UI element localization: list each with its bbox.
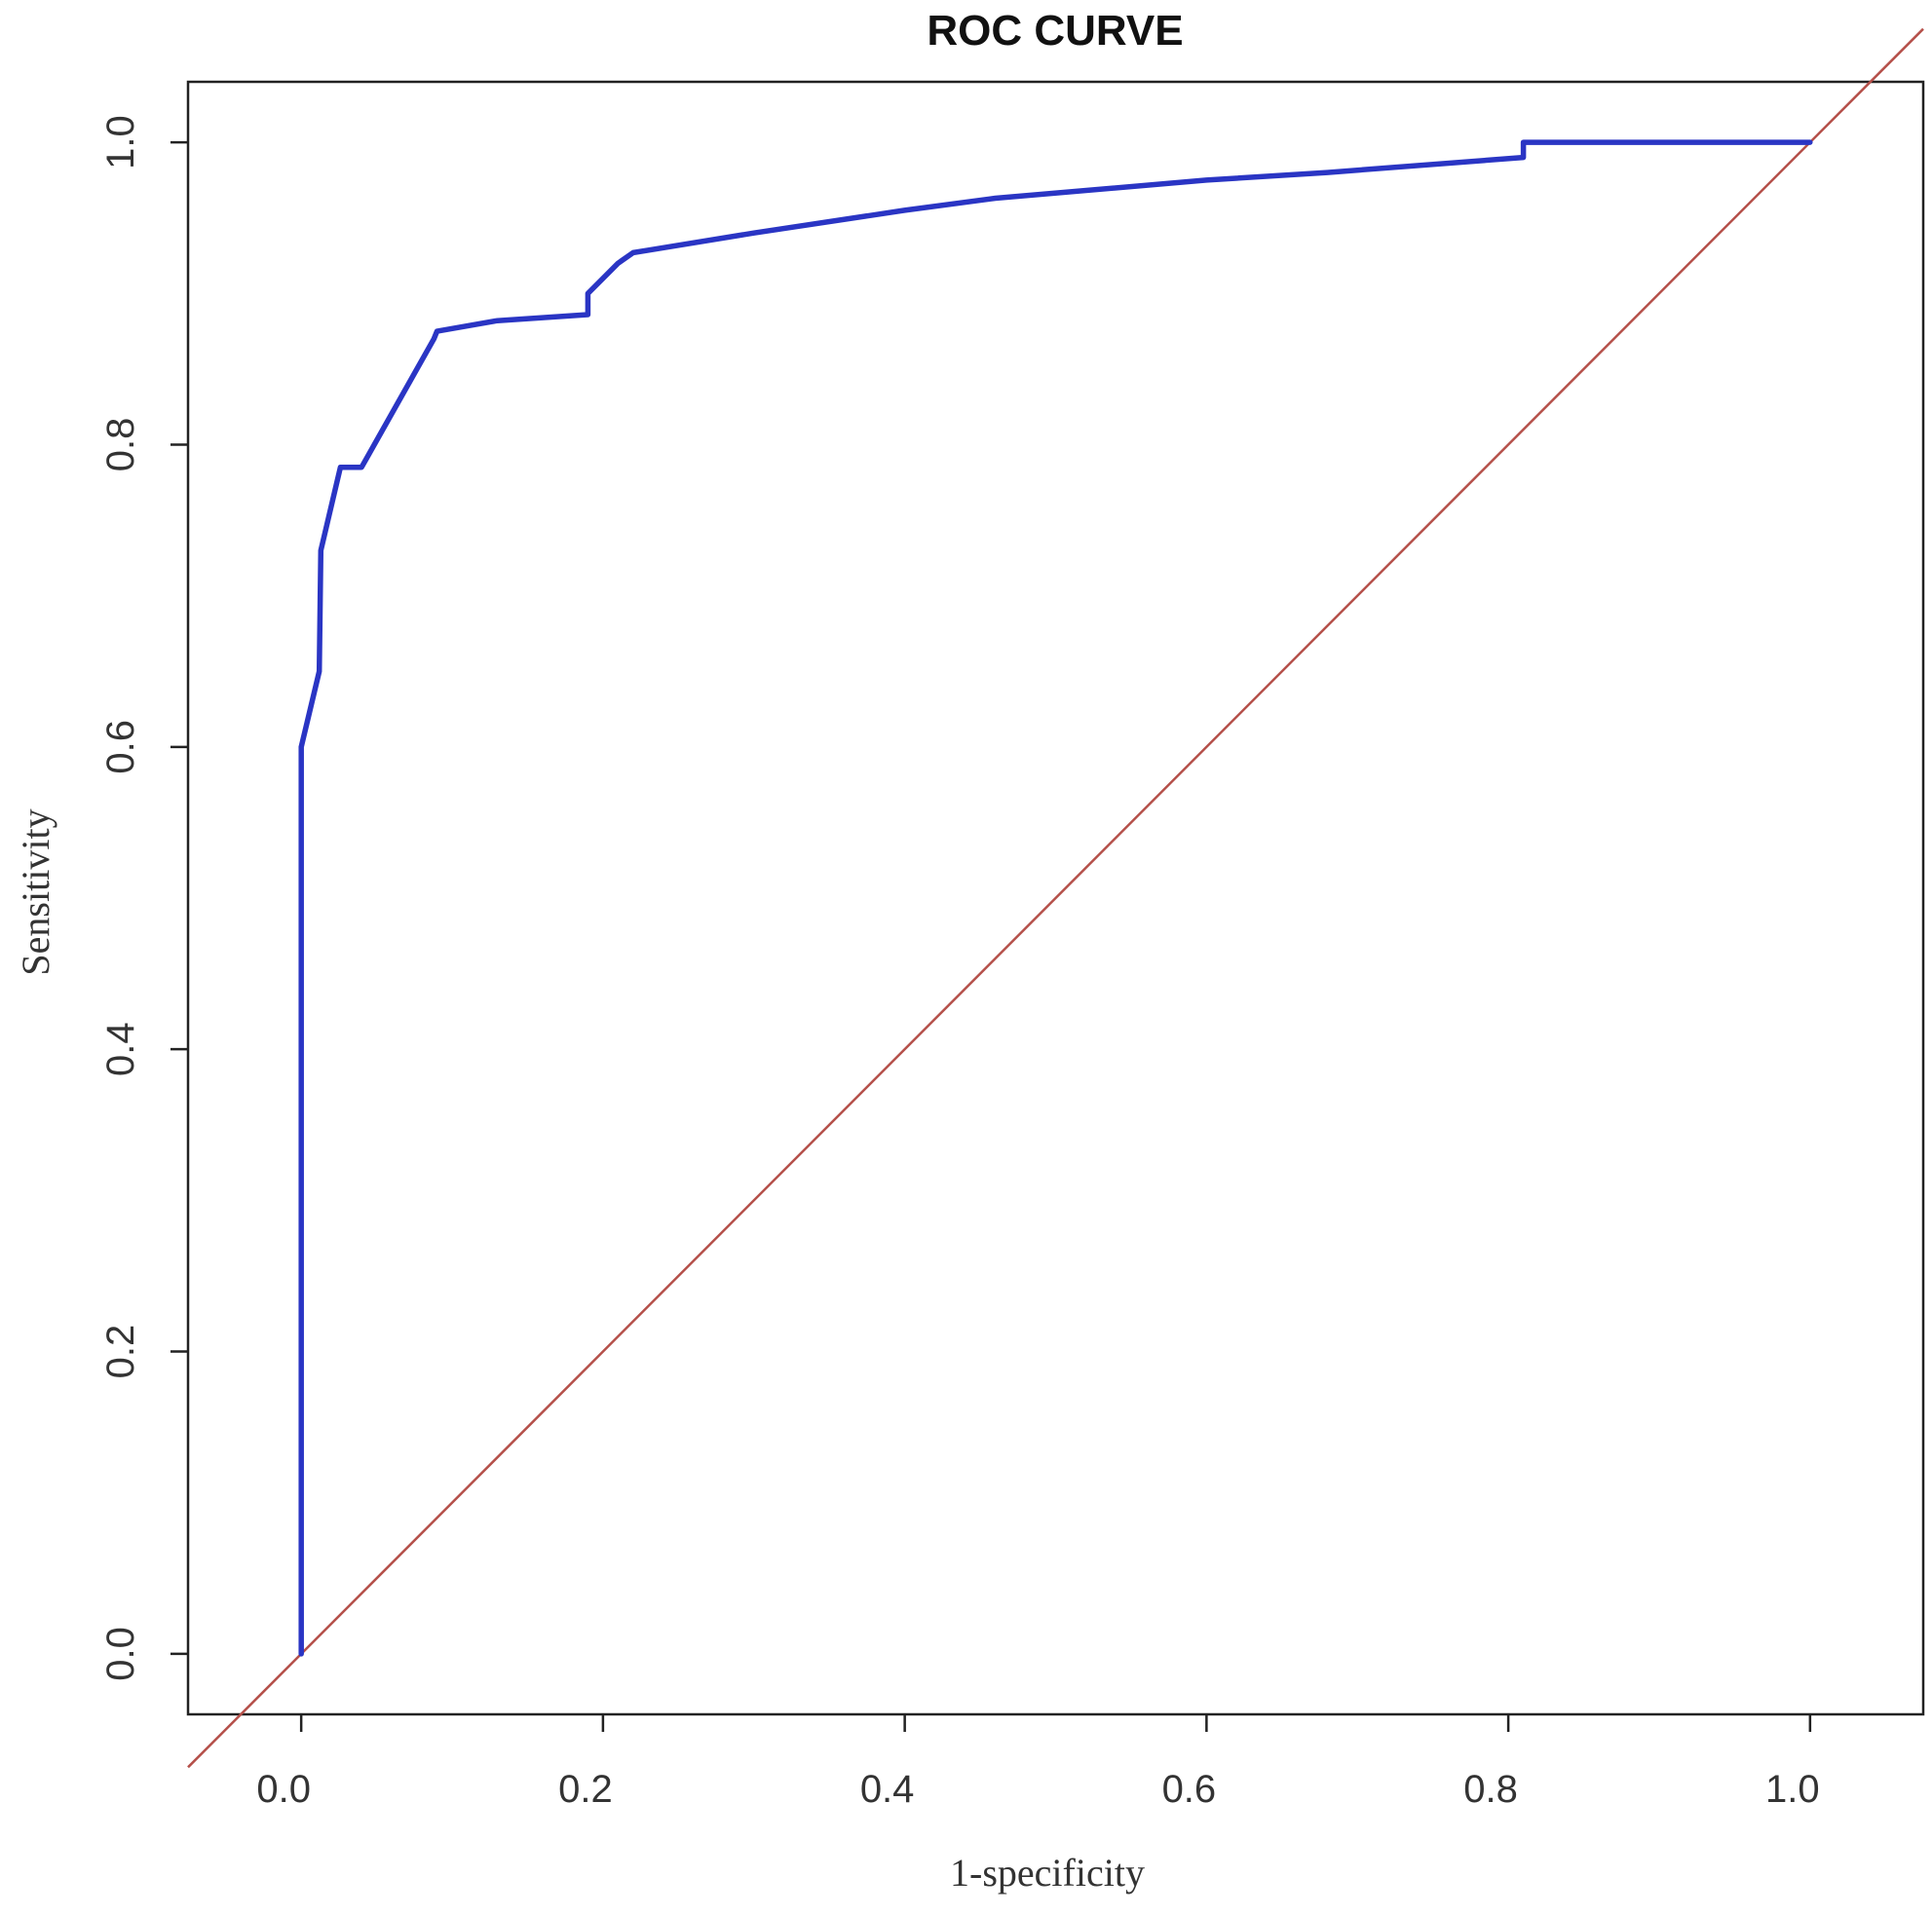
x-axis-label: 1-specificity [950,1851,1145,1895]
y-axis: 0.0 0.2 0.4 0.6 0.8 1.0 [99,115,188,1681]
y-tick-label: 0.4 [99,1022,142,1076]
reference-line [187,27,1924,1769]
x-tick-label: 0.4 [860,1768,915,1811]
y-tick-label: 0.8 [99,418,142,472]
y-tick-label: 0.2 [99,1325,142,1379]
y-tick-label: 1.0 [99,115,142,169]
y-axis-label: Sensitivity [14,808,57,975]
y-tick-label: 0.0 [99,1627,142,1681]
x-tick-label: 0.6 [1162,1768,1217,1811]
y-tick-label: 0.6 [99,720,142,774]
x-tick-label: 0.2 [558,1768,613,1811]
x-tick-label: 0.0 [256,1768,311,1811]
x-tick-label: 0.8 [1463,1768,1518,1811]
x-axis: 0.0 0.2 0.4 0.6 0.8 1.0 [256,1714,1820,1811]
chart-title: ROC CURVE [927,7,1183,55]
x-tick-label: 1.0 [1765,1768,1820,1811]
roc-curve-line [298,139,1813,1657]
plot-frame [186,80,1925,1716]
reference-diagonal [187,27,1924,1769]
roc-series [298,139,1813,1657]
